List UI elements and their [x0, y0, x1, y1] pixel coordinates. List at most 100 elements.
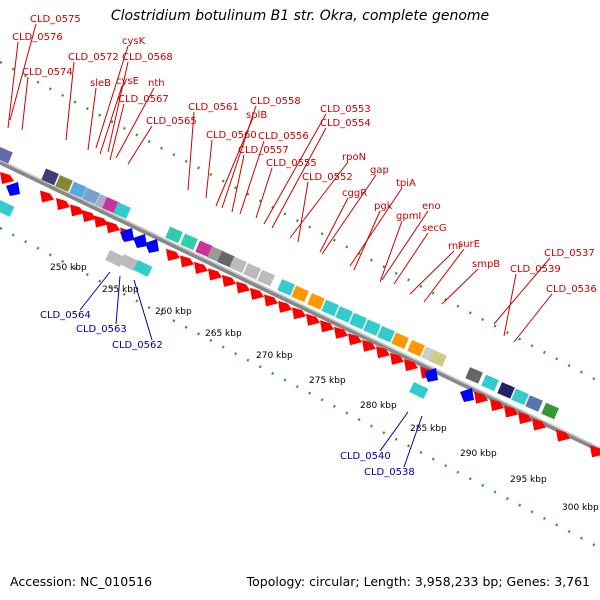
forward-gene-arrow — [82, 209, 96, 222]
forward-label-leader — [215, 119, 253, 207]
gene-feature — [497, 382, 515, 399]
gene-feature — [41, 168, 59, 186]
gene-feature — [429, 350, 447, 367]
accession-text: Accession: NC_010516 — [10, 574, 153, 589]
genome-backbone — [0, 159, 600, 453]
gene-feature — [349, 312, 367, 330]
forward-gene-arrow — [306, 313, 320, 326]
reverse-gene-label: CLD_0540 — [340, 451, 391, 462]
forward-gene-arrow — [94, 215, 108, 228]
forward-gene-arrow — [532, 418, 546, 431]
gene-feature — [113, 202, 131, 219]
forward-label-leader — [289, 161, 349, 239]
forward-label-leader — [503, 273, 517, 337]
gene-feature — [82, 187, 100, 205]
forward-label-leader — [321, 174, 377, 255]
forward-label-leader — [9, 23, 37, 121]
forward-label-leader — [231, 154, 245, 213]
forward-gene-label: CLD_0552 — [302, 172, 353, 183]
forward-gene-label: gap — [370, 165, 389, 176]
forward-gene-label: CLD_0567 — [118, 94, 169, 105]
gene-feature — [0, 147, 13, 164]
forward-label-leader — [423, 248, 465, 303]
reverse-gene-feature — [0, 200, 15, 217]
forward-label-leader — [349, 187, 403, 267]
tick-label: 285 kbp — [410, 424, 447, 434]
forward-gene-label: CLD_0574 — [22, 67, 73, 78]
forward-label-leader — [255, 167, 273, 219]
forward-gene-label: cysE — [116, 76, 139, 87]
gene-feature — [321, 299, 339, 317]
forward-gene-arrow — [404, 359, 418, 372]
forward-gene-arrow — [504, 405, 518, 418]
gene-feature — [377, 325, 395, 343]
reverse-gene-arrow — [460, 388, 474, 402]
gene-feature — [257, 269, 275, 287]
gene-feature — [243, 263, 261, 280]
forward-gene-label: secG — [422, 223, 447, 234]
forward-label-leader — [127, 125, 153, 165]
forward-gene-label: tpiA — [396, 178, 416, 189]
reverse-gene-label: CLD_0564 — [40, 310, 91, 321]
forward-gene-label: CLD_0560 — [206, 130, 257, 141]
reverse-gene-feature — [409, 382, 429, 399]
forward-gene-label: pgk — [374, 201, 393, 212]
forward-gene-label: splB — [246, 110, 267, 121]
tick-label: 280 kbp — [360, 401, 397, 411]
gene-feature — [291, 285, 309, 303]
feature-track — [0, 147, 600, 458]
forward-label-leader — [65, 61, 75, 141]
forward-label-leader — [221, 105, 257, 209]
forward-label-leader — [353, 210, 381, 271]
forward-gene-label: cysK — [122, 36, 146, 47]
reverse-gene-arrow — [120, 228, 134, 242]
forward-gene-arrow — [250, 287, 264, 300]
forward-gene-label: CLD_0555 — [266, 158, 317, 169]
reverse-label-leader — [403, 415, 423, 468]
tick-label: 275 kbp — [309, 376, 346, 386]
forward-gene-label: cggR — [342, 188, 367, 199]
gene-feature — [525, 395, 543, 412]
forward-label-leader — [7, 41, 19, 129]
genome-summary-text: Topology: circular; Length: 3,958,233 bp… — [246, 574, 590, 589]
gene-feature — [307, 293, 325, 310]
reverse-label-leader — [379, 411, 409, 452]
forward-gene-label: rnr — [448, 241, 463, 252]
forward-label-leader — [187, 111, 195, 191]
reverse-gene-label: CLD_0538 — [364, 467, 415, 478]
forward-gene-label: CLD_0553 — [320, 104, 371, 115]
gene-feature — [511, 388, 529, 406]
forward-gene-arrow — [556, 429, 570, 442]
forward-gene-arrow — [40, 190, 54, 203]
forward-label-leader — [95, 45, 129, 149]
tick-label: 290 kbp — [460, 449, 497, 459]
forward-gene-label: CLD_0557 — [238, 145, 289, 156]
reverse-label-leader — [133, 279, 153, 341]
forward-gene-arrow — [362, 339, 376, 352]
forward-gene-label: eno — [422, 201, 441, 212]
forward-gene-label: CLD_0558 — [250, 96, 301, 107]
tick-label: 295 kbp — [510, 475, 547, 485]
reverse-gene-labels: CLD_0564 CLD_0563 CLD_0562 CLD_0540 CLD_0538 — [40, 271, 423, 478]
forward-gene-arrow — [518, 412, 532, 425]
gene-feature — [335, 306, 353, 323]
forward-gene-arrow — [166, 248, 180, 261]
forward-gene-arrow — [334, 326, 348, 339]
gene-feature — [217, 250, 235, 268]
forward-label-leader — [297, 181, 309, 243]
gene-feature — [481, 374, 499, 392]
forward-gene-label: CLD_0568 — [122, 52, 173, 63]
tick-label: 260 kbp — [155, 307, 192, 317]
forward-gene-label: CLD_0576 — [12, 32, 63, 43]
forward-gene-arrow — [56, 197, 70, 210]
gene-feature — [165, 226, 183, 244]
forward-label-leader — [21, 76, 29, 131]
gene-feature — [195, 240, 213, 258]
forward-label-leader — [109, 103, 125, 161]
forward-label-leader — [87, 87, 97, 151]
forward-label-leader — [441, 268, 479, 305]
reverse-gene-feature — [133, 260, 153, 277]
forward-gene-arrow — [264, 294, 278, 307]
forward-gene-label: gpmI — [396, 211, 421, 222]
